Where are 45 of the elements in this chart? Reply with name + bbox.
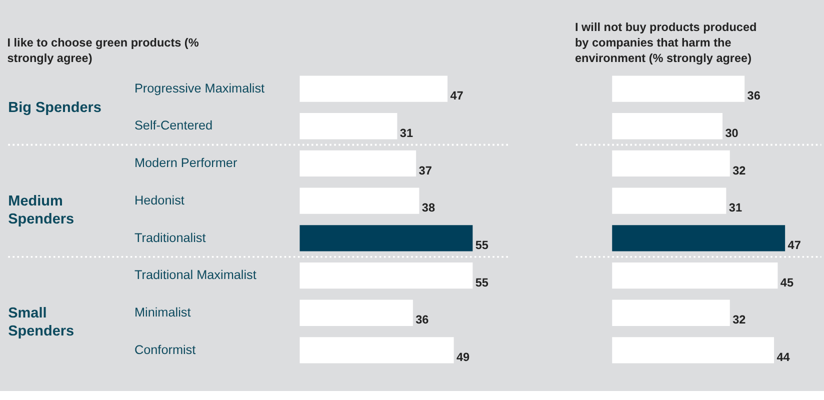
y-tick-label: Self-Centered bbox=[134, 118, 213, 133]
text: Big Spenders bbox=[8, 100, 102, 116]
y-tick-label: Conformist bbox=[134, 342, 196, 357]
data-label: 32 bbox=[732, 314, 746, 327]
text: I like to choose green products (% strongly agree) bbox=[7, 36, 200, 65]
text: Medium Spenders bbox=[8, 193, 74, 228]
data-label: 32 bbox=[732, 164, 746, 178]
bar bbox=[612, 225, 786, 252]
data-label: 37 bbox=[418, 164, 432, 178]
bar bbox=[300, 113, 398, 140]
bar bbox=[612, 113, 723, 140]
data-label: 55 bbox=[475, 276, 489, 290]
bar bbox=[612, 150, 730, 177]
data-label: 55 bbox=[475, 239, 489, 252]
bar bbox=[612, 188, 726, 214]
text: Small Spenders bbox=[8, 305, 74, 340]
y-tick-label: Hedonist bbox=[134, 193, 185, 208]
bar bbox=[300, 337, 454, 364]
y-tick-label: Modern Performer bbox=[134, 156, 238, 170]
bar bbox=[300, 225, 473, 252]
data-label: 47 bbox=[788, 239, 802, 252]
bar bbox=[612, 300, 730, 326]
data-label: 36 bbox=[747, 90, 761, 103]
data-label: 49 bbox=[456, 351, 470, 364]
data-label: 36 bbox=[416, 314, 430, 327]
chart-title: I will not buy products produced by companies that harm the environment (% strongly agree) bbox=[574, 21, 757, 65]
bar bbox=[612, 76, 745, 102]
y-tick-label: Traditionalist bbox=[134, 230, 206, 245]
bar bbox=[612, 262, 778, 289]
data-label: 30 bbox=[725, 126, 739, 140]
bar bbox=[300, 188, 420, 214]
bar bbox=[612, 337, 774, 364]
bar bbox=[300, 262, 473, 289]
data-label: 38 bbox=[422, 202, 436, 215]
data-label: 44 bbox=[776, 351, 790, 364]
data-label: 31 bbox=[728, 202, 742, 215]
y-tick-label: Minimalist bbox=[134, 305, 192, 320]
bar bbox=[300, 150, 416, 177]
bar bbox=[300, 76, 448, 102]
data-label: 45 bbox=[780, 276, 794, 290]
data-label: 47 bbox=[450, 90, 464, 103]
bar bbox=[300, 300, 413, 326]
data-label: 31 bbox=[400, 126, 414, 140]
y-tick-label: Traditional Maximalist bbox=[134, 268, 257, 282]
y-tick-label: Progressive Maximalist bbox=[134, 81, 266, 96]
